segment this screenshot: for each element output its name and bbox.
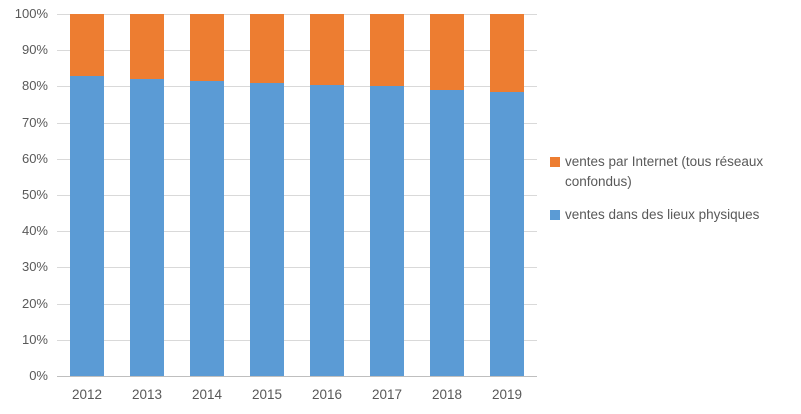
gridline	[57, 267, 537, 268]
y-tick-label: 100%	[14, 6, 48, 21]
bar-segment	[130, 79, 164, 376]
bar-segment	[370, 14, 404, 87]
y-tick-label: 60%	[21, 151, 48, 166]
gridline	[57, 159, 537, 160]
y-tick-label: 0%	[29, 368, 48, 383]
legend-item: ventes par Internet (tous réseaux confon…	[550, 152, 801, 192]
x-tick-label: 2014	[191, 387, 223, 402]
legend-swatch-icon	[550, 157, 560, 167]
bar-segment	[70, 14, 104, 76]
gridline	[57, 86, 537, 87]
bar-segment	[430, 90, 464, 376]
gridline	[57, 14, 537, 15]
bar-2019	[490, 14, 524, 376]
x-tick-label: 2013	[131, 387, 163, 402]
legend: ventes par Internet (tous réseaux confon…	[550, 152, 801, 238]
bar-segment	[190, 80, 224, 376]
bar-2012	[70, 14, 104, 376]
y-tick-label: 80%	[21, 78, 48, 93]
bar-segment	[190, 14, 224, 81]
bar-segment	[430, 14, 464, 91]
y-tick-label: 10%	[21, 332, 48, 347]
x-tick-label: 2012	[71, 387, 103, 402]
gridline	[57, 123, 537, 124]
gridline	[57, 231, 537, 232]
gridline	[57, 50, 537, 51]
bar-2017	[370, 14, 404, 376]
y-tick-label: 40%	[21, 223, 48, 238]
y-tick-label: 90%	[21, 42, 48, 57]
y-tick-label: 20%	[21, 296, 48, 311]
bar-segment	[130, 14, 164, 80]
bar-2015	[250, 14, 284, 376]
y-tick-label: 70%	[21, 115, 48, 130]
x-tick-label: 2017	[371, 387, 403, 402]
y-tick-label: 50%	[21, 187, 48, 202]
bar-segment	[490, 14, 524, 92]
x-tick-label: 2015	[251, 387, 283, 402]
bar-segment	[310, 84, 344, 376]
x-axis-line	[57, 376, 537, 377]
bar-segment	[250, 82, 284, 376]
bar-2014	[190, 14, 224, 376]
bar-segment	[250, 14, 284, 83]
x-tick-label: 2016	[311, 387, 343, 402]
gridline	[57, 195, 537, 196]
bar-segment	[70, 75, 104, 376]
gridline	[57, 304, 537, 305]
legend-item: ventes dans des lieux physiques	[550, 205, 801, 225]
bar-2013	[130, 14, 164, 376]
legend-label: ventes par Internet (tous réseaux confon…	[565, 154, 764, 189]
gridline	[57, 340, 537, 341]
bar-segment	[490, 91, 524, 376]
legend-label: ventes dans des lieux physiques	[565, 207, 760, 222]
x-tick-label: 2019	[491, 387, 523, 402]
y-tick-label: 30%	[21, 259, 48, 274]
bar-2018	[430, 14, 464, 376]
bar-2016	[310, 14, 344, 376]
x-tick-label: 2018	[431, 387, 463, 402]
legend-swatch-icon	[550, 210, 560, 220]
bar-segment	[310, 14, 344, 85]
bar-segment	[370, 86, 404, 376]
